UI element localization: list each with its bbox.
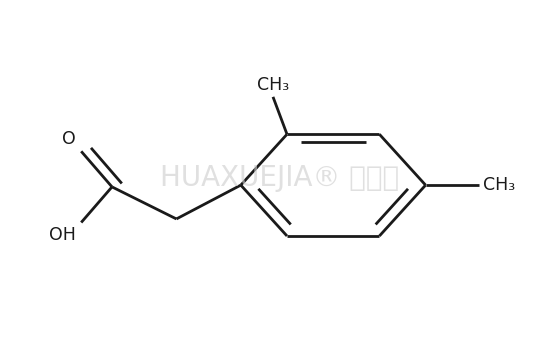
Text: CH₃: CH₃ — [257, 76, 289, 94]
Text: OH: OH — [49, 226, 76, 244]
Text: CH₃: CH₃ — [483, 176, 516, 194]
Text: HUAXUEJIA® 化学加: HUAXUEJIA® 化学加 — [160, 164, 400, 192]
Text: O: O — [62, 130, 76, 148]
